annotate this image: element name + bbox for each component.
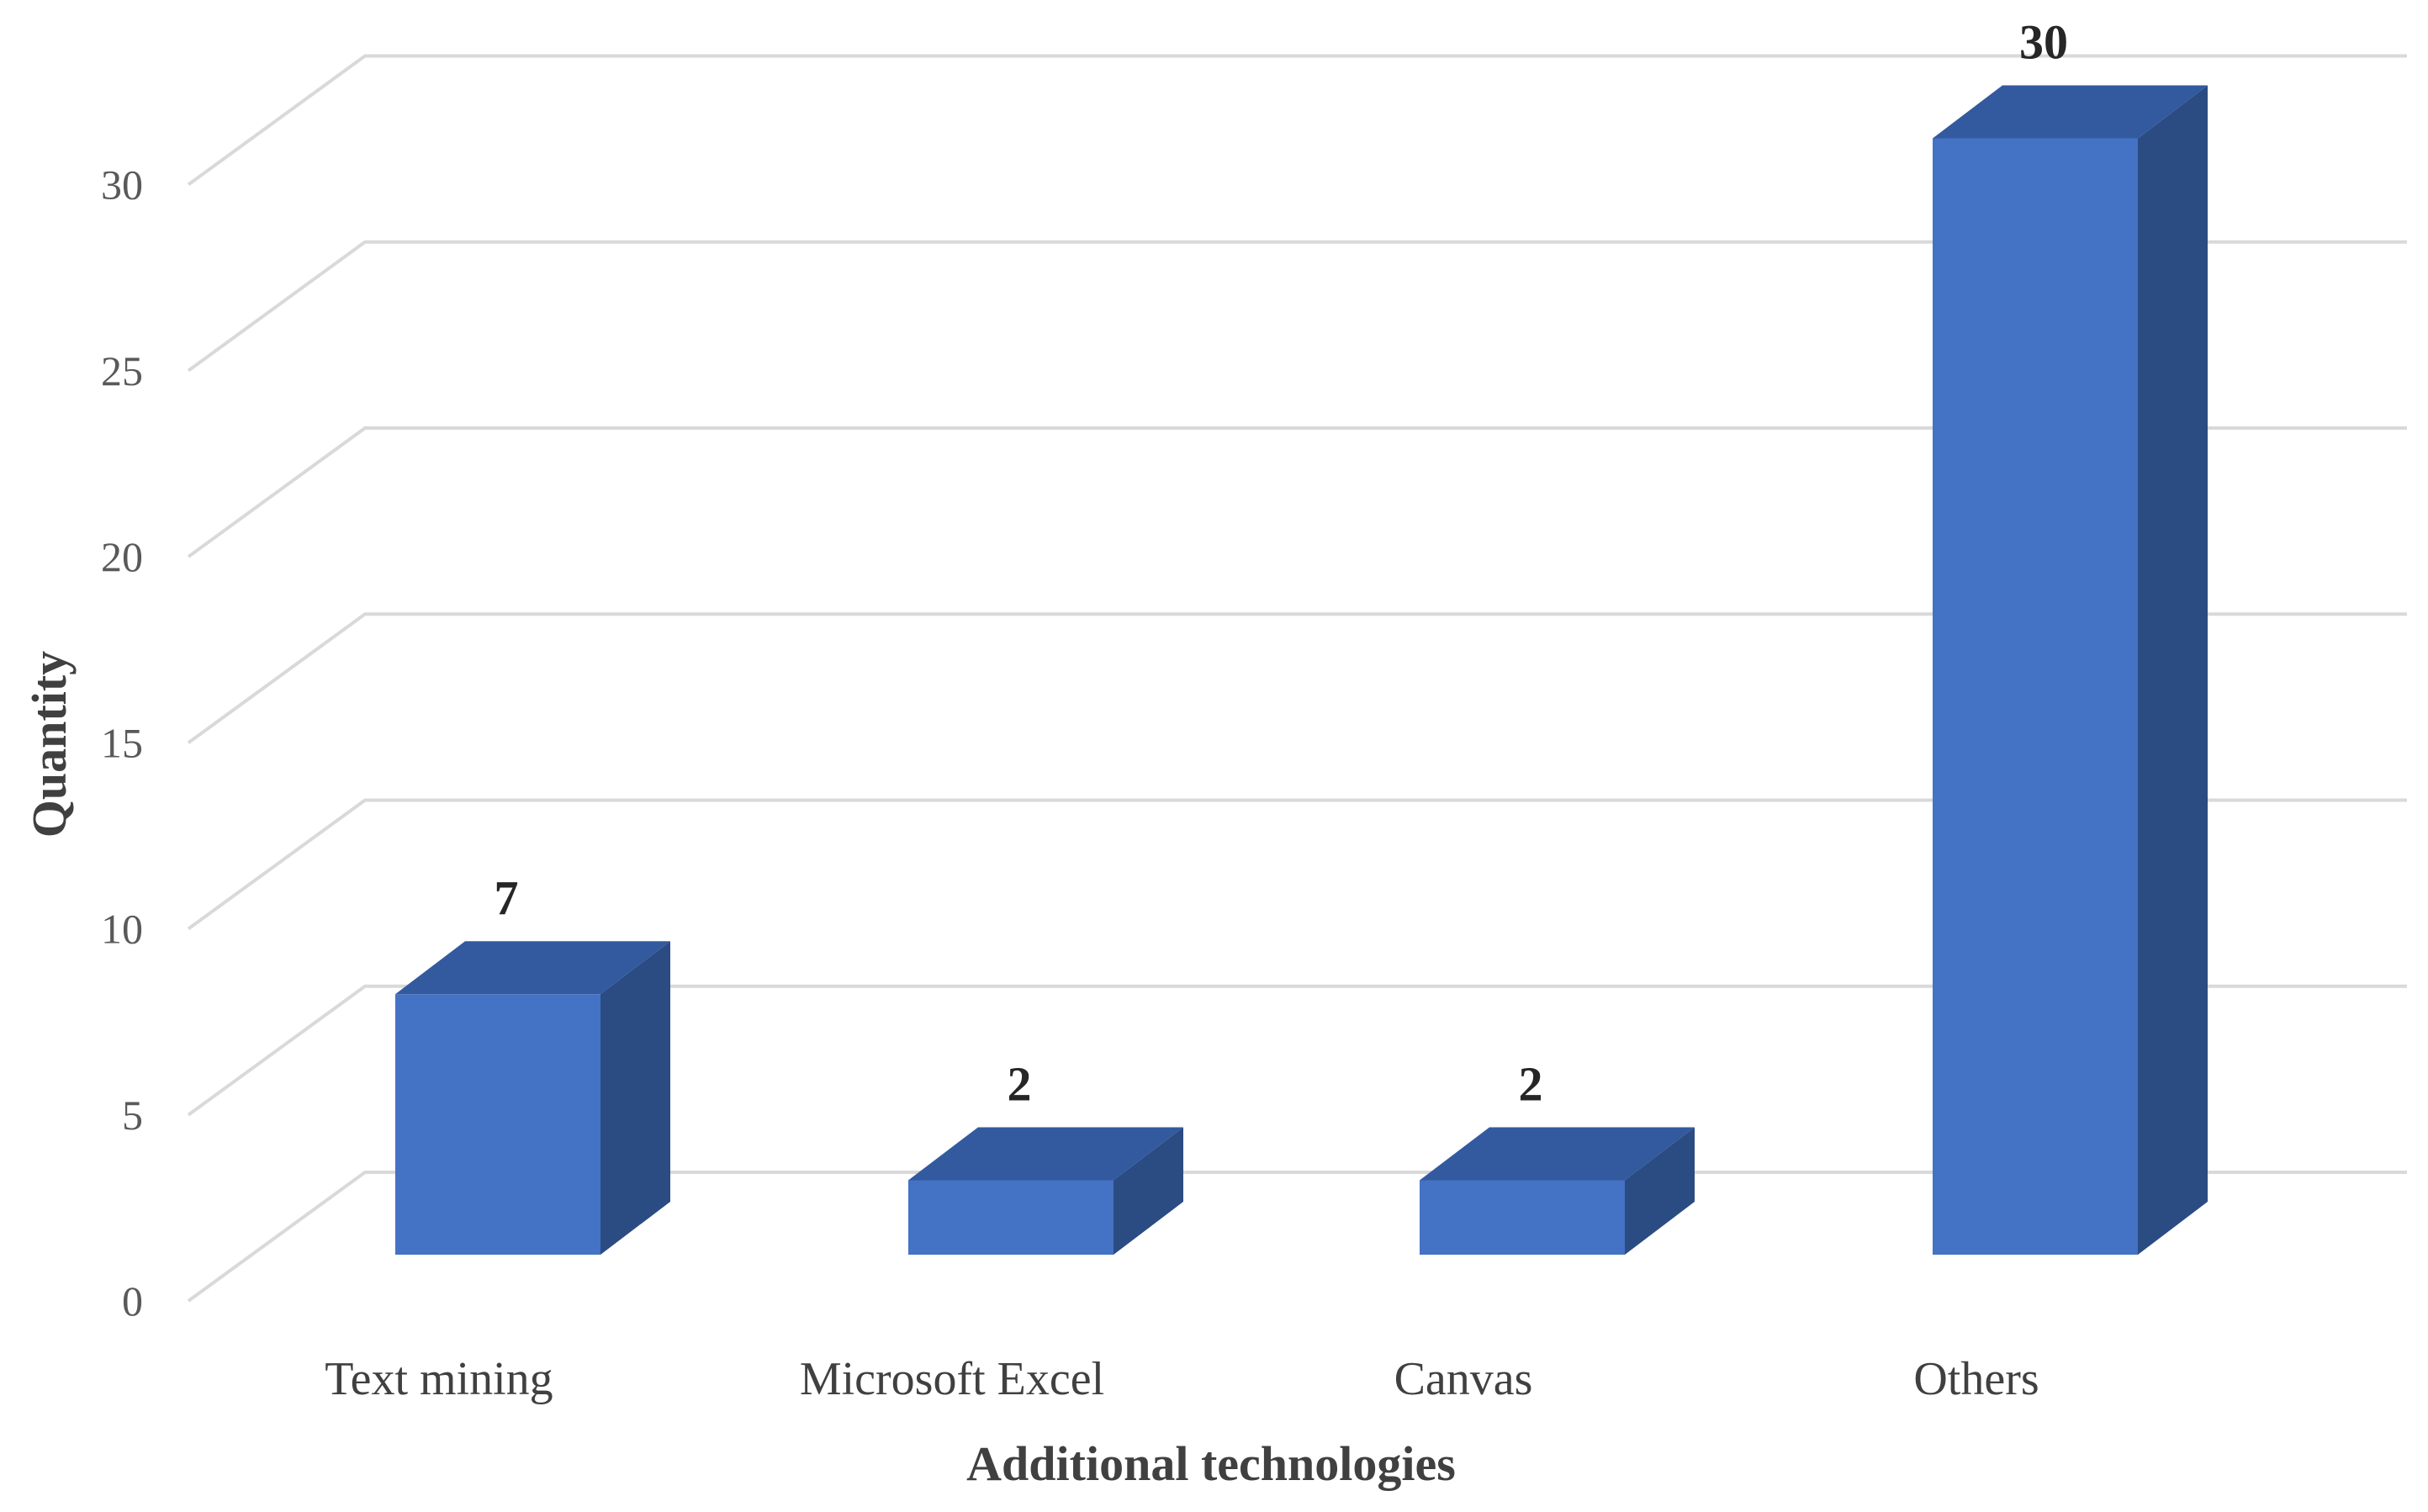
data-label: 2 (1008, 1057, 1032, 1112)
data-label: 2 (1519, 1057, 1543, 1112)
bar-front-face (1933, 138, 2138, 1255)
data-label: 7 (495, 870, 519, 925)
bar (395, 941, 670, 1255)
x-tick-label: Canvas (1394, 1353, 1533, 1405)
gridline (187, 612, 2407, 744)
bar (908, 1127, 1183, 1255)
gridline (187, 426, 2407, 558)
y-tick-label: 10 (101, 906, 143, 953)
x-tick-label: Others (1913, 1353, 2039, 1405)
gridline (187, 240, 2407, 373)
y-tick-label: 25 (101, 347, 143, 394)
gridline (187, 1171, 2407, 1303)
y-tick-label: 20 (101, 533, 143, 580)
gridline (187, 798, 2407, 931)
bar-side-face (600, 941, 670, 1255)
bars (395, 85, 2208, 1255)
bar (1420, 1127, 1695, 1255)
y-tick-label: 15 (101, 719, 143, 766)
x-tick-label: Microsoft Excel (800, 1353, 1104, 1405)
bar-front-face (1420, 1180, 1625, 1255)
gridline (187, 984, 2407, 1117)
bar (1933, 85, 2208, 1255)
bar-top-face (1420, 1127, 1695, 1181)
y-axis-title: Quantity (22, 651, 77, 838)
bar-side-face (1113, 1127, 1183, 1255)
x-tick-label: Text mining (325, 1353, 553, 1405)
data-label: 30 (2019, 15, 2068, 70)
bar-front-face (908, 1180, 1113, 1255)
bar-top-face (908, 1127, 1183, 1181)
data-labels: 7 2 2 30 (495, 15, 2069, 1112)
y-tick-label: 30 (101, 161, 143, 209)
y-tick-label: 5 (122, 1092, 143, 1139)
y-tick-label: 0 (122, 1277, 143, 1324)
bar-top-face (395, 941, 670, 995)
bar-side-face (2138, 85, 2208, 1255)
bar-top-face (1933, 85, 2208, 139)
x-axis-tick-labels: Text mining Microsoft Excel Canvas Others (325, 1353, 2039, 1405)
bar-front-face (395, 994, 600, 1255)
x-axis-title: Additional technologies (966, 1436, 1456, 1491)
y-axis-tick-labels: 0 5 10 15 20 25 30 (101, 161, 143, 1325)
gridlines (187, 54, 2407, 1303)
bar-side-face (1625, 1127, 1695, 1255)
gridline (187, 54, 2407, 187)
